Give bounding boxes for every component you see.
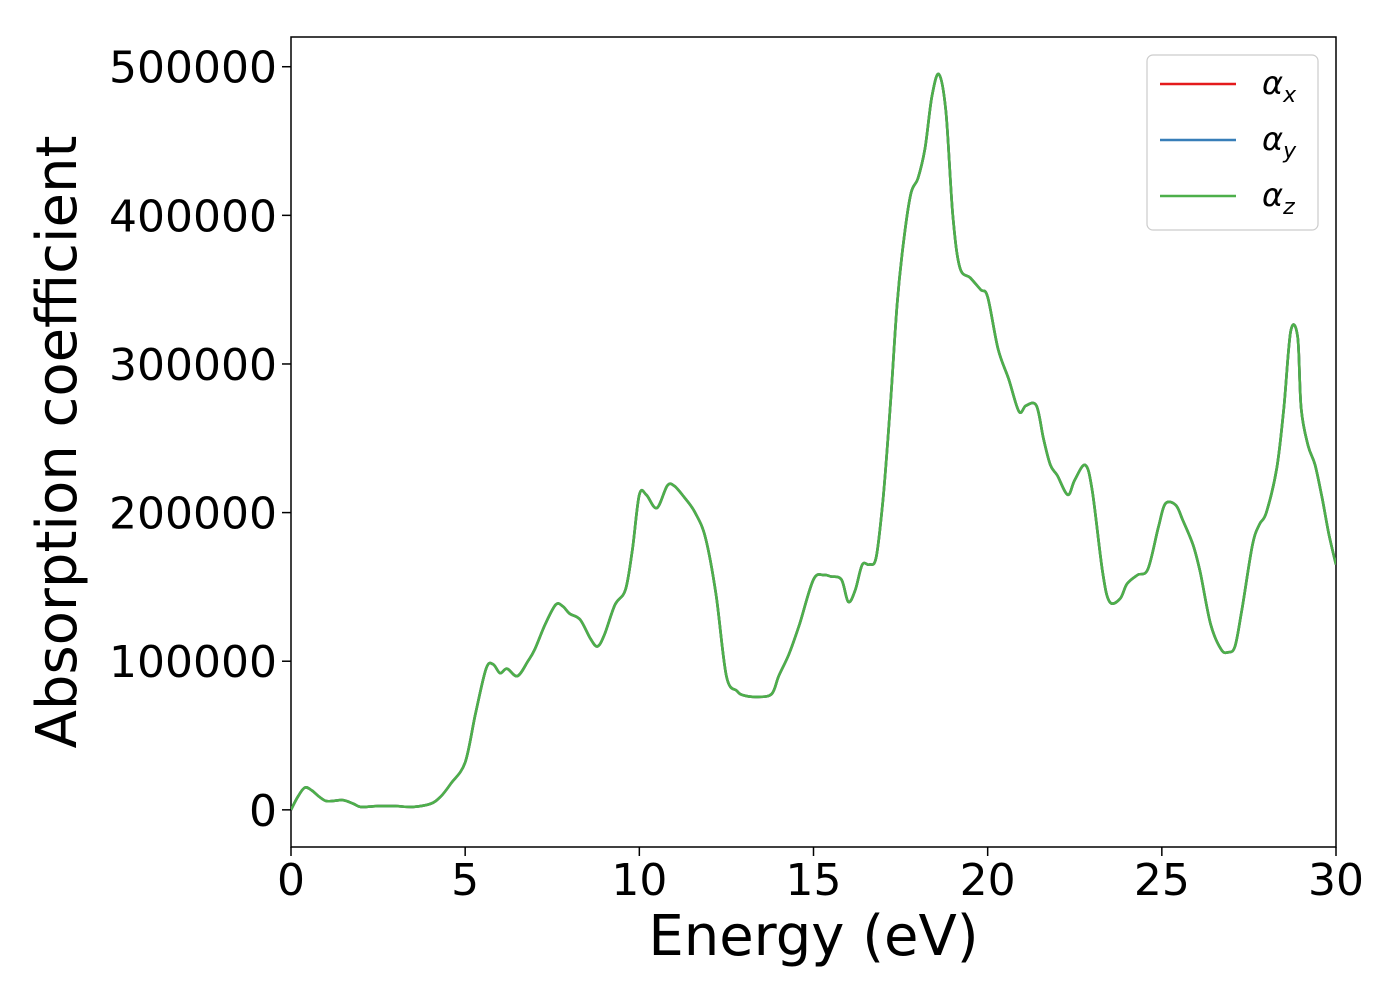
- y-tick-label: 200000: [109, 489, 277, 540]
- x-tick-label: 20: [960, 855, 1016, 906]
- y-tick-label: 0: [249, 786, 277, 837]
- y-tick-label: 400000: [109, 191, 277, 242]
- x-tick-label: 30: [1308, 855, 1364, 906]
- x-tick-label: 5: [451, 855, 479, 906]
- x-axis-title: Energy (eV): [648, 904, 978, 969]
- y-tick-label: 100000: [109, 637, 277, 688]
- y-tick-label: 300000: [109, 340, 277, 391]
- y-axis-ticks: 0 100000 200000 300000 400000 500000: [109, 43, 291, 837]
- legend-box: [1146, 54, 1319, 231]
- y-axis-title: Absorption coefficient: [25, 136, 90, 749]
- y-tick-label: 500000: [109, 43, 277, 94]
- x-tick-label: 0: [277, 855, 305, 906]
- x-tick-label: 25: [1134, 855, 1190, 906]
- x-axis-ticks: 0 5 10 15 20 25 30: [277, 847, 1364, 906]
- series-line-alpha-z: [291, 72, 1336, 811]
- series-lines: [291, 72, 1336, 811]
- x-tick-label: 15: [786, 855, 842, 906]
- x-tick-label: 10: [611, 855, 667, 906]
